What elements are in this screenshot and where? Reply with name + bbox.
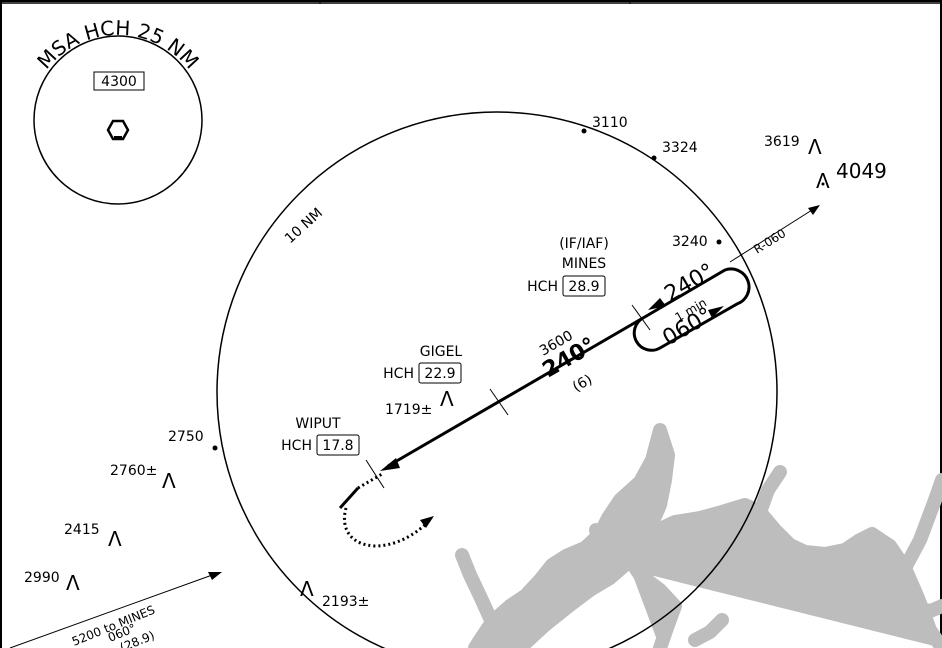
peak-icon: Λ — [816, 169, 830, 193]
elev-2990: 2990 — [24, 570, 60, 586]
radial-r060: R-060 — [729, 205, 820, 263]
ring-label: 10 NM — [282, 205, 326, 247]
radial-label: R-060 — [751, 226, 788, 256]
elev-3619: 3619 — [764, 134, 800, 150]
fix-mines: (IF/IAF) MINES HCH 28.9 — [527, 236, 609, 297]
final-approach-course: 3600 240° (6) — [365, 304, 651, 489]
wiput-dme-prefix: HCH — [281, 438, 312, 454]
peak-icon: Λ — [440, 387, 454, 411]
elev-2750: 2750 — [168, 429, 204, 445]
wiput-name: WIPUT — [295, 416, 341, 432]
msa-title: MSA HCH 25 NM — [32, 16, 203, 74]
elev-2193: 2193± — [322, 594, 369, 610]
water-bodies — [455, 423, 942, 648]
gigel-dme: 22.9 — [424, 366, 455, 382]
peak-icon: Λ — [808, 135, 822, 159]
spot-dot — [821, 182, 825, 186]
gigel-name: GIGEL — [420, 344, 463, 360]
mines-dme: 28.9 — [568, 279, 599, 295]
wiput-dme: 17.8 — [322, 438, 353, 454]
holding-inbound: 240° — [661, 259, 719, 307]
final-distance: (6) — [570, 372, 595, 396]
fix-gigel: GIGEL HCH 22.9 — [383, 344, 463, 384]
spot-elevations: 3110 3324 3619 Λ Λ 4049 3240 2750 2760± … — [24, 115, 887, 610]
fix-wiput: WIPUT HCH 17.8 — [281, 416, 360, 456]
elev-3240: 3240 — [672, 234, 708, 250]
msa-altitude: 4300 — [101, 74, 137, 90]
elev-3110: 3110 — [592, 115, 628, 131]
vor-dme-icon — [106, 119, 130, 141]
peak-icon: Λ — [108, 527, 122, 551]
elev-3324: 3324 — [662, 140, 698, 156]
mines-name: MINES — [562, 256, 607, 272]
elev-1719: 1719± — [385, 402, 432, 418]
elev-2760: 2760± — [110, 463, 157, 479]
spot-dot — [651, 155, 657, 161]
peak-icon: Λ — [162, 469, 176, 493]
ten-nm-ring — [216, 111, 778, 648]
elev-2415: 2415 — [64, 522, 100, 538]
spot-dot — [581, 128, 587, 134]
elev-4049: 4049 — [836, 159, 887, 183]
holding-pattern: 240° 1 min 060° — [632, 259, 751, 352]
missed-approach-path — [338, 472, 434, 548]
spot-dot — [716, 239, 722, 245]
gigel-dme-prefix: HCH — [383, 366, 414, 382]
mines-role: (IF/IAF) — [559, 236, 609, 252]
spot-dot — [212, 445, 218, 451]
peak-icon: Λ — [66, 571, 80, 595]
mines-dme-prefix: HCH — [527, 279, 558, 295]
peak-icon: Λ — [300, 577, 314, 601]
msa-circle: MSA HCH 25 NM 4300 — [32, 16, 204, 205]
